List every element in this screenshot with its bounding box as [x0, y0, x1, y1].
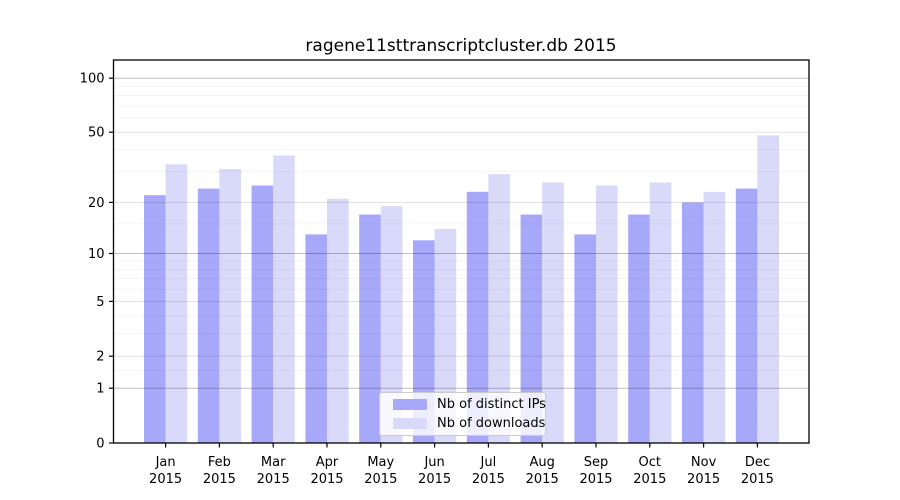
bar-distinct-ips-jan [144, 195, 166, 443]
bar-downloads-mar [273, 155, 295, 443]
legend-item-distinct-ips: Nb of distinct IPs [393, 396, 546, 413]
legend-label-distinct-ips: Nb of distinct IPs [437, 396, 546, 412]
legend-label-downloads: Nb of downloads [437, 416, 546, 432]
bar-distinct-ips-nov [682, 202, 704, 443]
bar-downloads-sep [596, 185, 618, 443]
bar-downloads-nov [703, 191, 726, 443]
bar-distinct-ips-aug [520, 214, 543, 443]
x-tick-label: Dec 2015 [741, 455, 774, 487]
bar-distinct-ips-mar [251, 185, 274, 443]
bar-downloads-dec [757, 135, 779, 443]
x-tick-label: Aug 2015 [526, 455, 559, 487]
legend-swatch-downloads [393, 418, 427, 430]
bar-downloads-jul [488, 174, 510, 443]
y-tick-label: 5 [96, 295, 104, 310]
x-tick-label: Jun 2015 [418, 455, 451, 487]
y-tick-label: 2 [96, 350, 104, 365]
x-tick-label: Sep 2015 [579, 455, 612, 487]
bar-distinct-ips-may [359, 214, 381, 443]
y-tick-label: 20 [88, 196, 105, 211]
legend-swatch-distinct-ips [393, 398, 427, 410]
y-tick-label: 1 [96, 382, 104, 397]
bar-distinct-ips-jul [466, 191, 489, 443]
plot-border [112, 59, 810, 444]
bar-downloads-feb [219, 169, 241, 443]
x-tick-label: Nov 2015 [687, 455, 720, 487]
bar-downloads-aug [542, 182, 564, 443]
chart-title: ragene11sttranscriptcluster.db 2015 [305, 36, 617, 56]
x-tick-label: Jan 2015 [149, 455, 182, 487]
legend-item-downloads: Nb of downloads [393, 415, 545, 432]
y-tick-label: 0 [96, 437, 104, 452]
bar-distinct-ips-dec [735, 188, 758, 443]
y-tick-label: 50 [88, 126, 105, 141]
bar-distinct-ips-oct [628, 214, 650, 443]
bar-downloads-oct [649, 182, 672, 443]
x-tick-label: Apr 2015 [310, 455, 343, 487]
bar-downloads-may [380, 206, 403, 443]
bar-distinct-ips-apr [305, 234, 327, 443]
bar-downloads-jun [434, 229, 457, 443]
x-tick-label: Mar 2015 [257, 455, 290, 487]
y-tick-label: 100 [80, 72, 105, 87]
x-tick-label: Feb 2015 [203, 455, 236, 487]
bar-distinct-ips-feb [197, 188, 220, 443]
x-tick-label: May 2015 [364, 455, 397, 487]
x-tick-label: Jul 2015 [472, 455, 505, 487]
x-tick-label: Oct 2015 [633, 455, 666, 487]
bar-downloads-apr [327, 198, 349, 443]
y-tick-label: 10 [88, 247, 105, 262]
bar-downloads-jan [165, 164, 188, 444]
legend: Nb of distinct IPs Nb of downloads [379, 392, 546, 436]
bar-distinct-ips-sep [574, 234, 596, 443]
